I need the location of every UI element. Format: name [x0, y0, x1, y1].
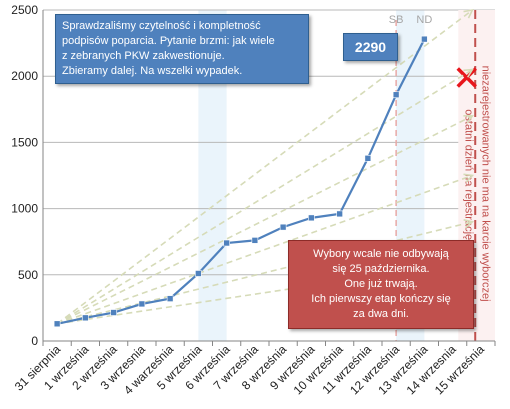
callout-line: Wybory wcale nie odbywają	[313, 248, 449, 260]
info-callout-red: Wybory wcale nie odbywają się 25 paździe…	[288, 240, 474, 329]
data-point	[364, 154, 372, 162]
trend-arrowhead	[463, 8, 474, 19]
data-point	[308, 214, 315, 222]
data-point	[166, 295, 174, 302]
callout-line: za dwa dni.	[353, 308, 409, 320]
data-point	[251, 237, 259, 244]
axes	[42, 10, 496, 346]
callout-line: się 25 października.	[332, 263, 430, 275]
callout-line: Ich pierwszy etap kończy się	[311, 293, 451, 305]
trend-arrowhead	[463, 115, 474, 124]
data-point	[392, 91, 400, 99]
callout-line: One już trwają.	[344, 278, 418, 290]
y-tick-label: 2500	[11, 3, 38, 17]
trend-arrowhead	[463, 173, 475, 183]
deadline-label-2: niezarejestrowanych nie ma na karcie wyb…	[479, 66, 491, 302]
trend-line	[56, 115, 473, 325]
cross-mark	[456, 67, 477, 88]
series-line	[56, 38, 426, 325]
trend-line	[56, 68, 473, 325]
trend-line	[56, 9, 473, 325]
trend-line	[56, 221, 473, 325]
trend-lines	[56, 8, 475, 325]
callout-line: Sprawdzaliśmy czytelność i kompletność	[62, 20, 261, 32]
data-point	[110, 309, 117, 316]
trend-arrowhead	[463, 68, 474, 78]
data-point	[53, 320, 61, 328]
y-tick-label: 500	[18, 268, 38, 282]
data-point	[223, 239, 230, 247]
day-label: SB	[389, 14, 404, 26]
data-point	[336, 210, 343, 218]
y-tick-label: 1500	[11, 135, 38, 149]
info-callout-blue: Sprawdzaliśmy czytelność i kompletność p…	[55, 14, 309, 84]
data-point	[421, 35, 428, 43]
data-point	[82, 314, 89, 322]
callout-line: Zbieramy dalej. Na wszelki wypadek.	[62, 65, 243, 77]
day-label: ND	[416, 14, 432, 26]
y-tick-label: 2000	[11, 69, 38, 83]
data-point	[195, 270, 202, 277]
total-count-badge: 2290	[343, 33, 398, 61]
callout-line: podpisów poparcia. Pytanie brzmi: jak wi…	[62, 35, 275, 47]
data-point	[279, 223, 287, 231]
callout-line: z zebranych PKW zakwestionuje.	[62, 50, 225, 62]
trend-arrowhead	[463, 219, 475, 229]
data-point	[138, 300, 146, 308]
y-tick-label: 1000	[11, 202, 38, 216]
trend-line	[56, 174, 473, 325]
data-series	[53, 35, 428, 328]
y-tick-label: 0	[31, 334, 38, 348]
